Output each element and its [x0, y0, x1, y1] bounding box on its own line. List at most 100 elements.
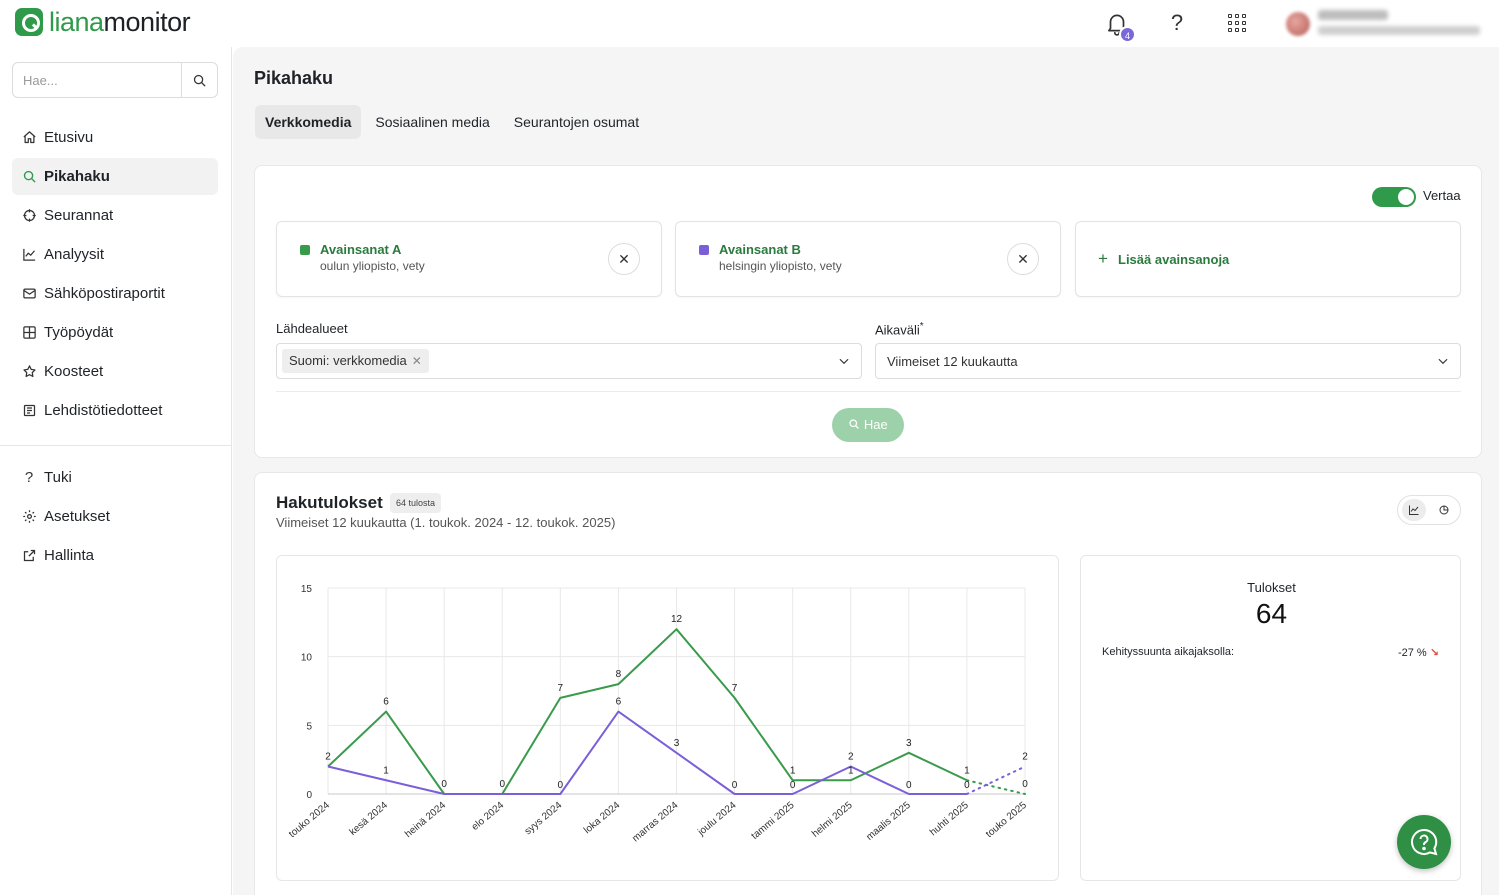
- remove-keyword-b-button[interactable]: ✕: [1007, 243, 1039, 275]
- search-panel: Vertaa Avainsanat A oulun yliopisto, vet…: [254, 165, 1482, 458]
- data-label-b: 6: [616, 697, 622, 708]
- gear-icon: [21, 509, 37, 525]
- search-icon: [21, 169, 37, 185]
- sidebar-item-pikahaku[interactable]: Pikahaku: [12, 158, 218, 195]
- notification-badge: 4: [1119, 26, 1136, 43]
- tab-seurantojen-osumat[interactable]: Seurantojen osumat: [513, 114, 640, 130]
- x-tick-label: elo 2024: [470, 800, 507, 833]
- help-icon[interactable]: ?: [1170, 10, 1184, 35]
- x-tick-label: heinä 2024: [403, 800, 448, 841]
- star-icon: [21, 364, 37, 380]
- compare-toggle[interactable]: [1372, 187, 1416, 207]
- source-chip[interactable]: Suomi: verkkomedia ✕: [282, 349, 429, 373]
- sidebar-item-tyopoydat[interactable]: Työpöydät: [12, 314, 218, 351]
- data-label-a: 1: [964, 765, 970, 776]
- line-chart-icon: [21, 247, 37, 263]
- main-content: Pikahaku Verkkomedia Sosiaalinen media S…: [233, 47, 1499, 895]
- sources-label: Lähdealueet: [276, 321, 348, 336]
- chip-remove-icon[interactable]: ✕: [411, 354, 422, 368]
- help-chat-button[interactable]: [1397, 815, 1451, 869]
- sidebar-item-tuki[interactable]: ? Tuki: [12, 459, 218, 496]
- sidebar-item-koosteet[interactable]: Koosteet: [12, 353, 218, 390]
- sidebar-item-label: Koosteet: [44, 363, 104, 380]
- data-label-a: 1: [848, 765, 854, 776]
- sidebar-nav: Etusivu Pikahaku Seurannat Analyysit Säh…: [12, 119, 218, 431]
- newspaper-icon: [21, 403, 37, 419]
- keyword-set-a[interactable]: Avainsanat A oulun yliopisto, vety ✕: [276, 221, 662, 297]
- x-tick-label: tammi 2025: [749, 800, 796, 842]
- timespan-select[interactable]: Viimeiset 12 kuukautta: [875, 343, 1461, 379]
- keyword-set-name: Avainsanat A: [320, 242, 402, 257]
- home-icon: [21, 130, 37, 146]
- sidebar-item-label: Tuki: [44, 469, 72, 486]
- add-keywords-button[interactable]: + Lisää avainsanoja: [1075, 221, 1461, 297]
- tab-sosiaalinen-media[interactable]: Sosiaalinen media: [375, 114, 490, 130]
- logo[interactable]: lianamonitor: [15, 7, 191, 37]
- top-bar: lianamonitor 4 ?: [0, 0, 1499, 47]
- external-link-icon: [21, 548, 37, 564]
- user-org-redacted[interactable]: [1318, 26, 1480, 35]
- data-label-b: 0: [732, 780, 738, 791]
- sidebar-item-sahkopostiraportit[interactable]: Sähköpostiraportit: [12, 275, 218, 312]
- timespan-label: Aikaväli*: [875, 321, 924, 338]
- search-icon: [849, 419, 860, 429]
- search-button-label: Hae: [863, 417, 888, 432]
- results-subtitle: Viimeiset 12 kuukautta (1. toukok. 2024 …: [276, 515, 616, 530]
- data-label-b: 0: [964, 780, 970, 791]
- chevron-down-icon: [1438, 358, 1448, 365]
- trend-down-icon: ↘: [1429, 647, 1439, 659]
- pie-chart-view-button[interactable]: [1432, 499, 1456, 521]
- sidebar-item-label: Lehdistötiedotteet: [44, 402, 163, 419]
- sources-select[interactable]: Suomi: verkkomedia ✕: [276, 343, 862, 379]
- keyword-terms: helsingin yliopisto, vety: [719, 259, 842, 273]
- data-label-a: 7: [732, 683, 738, 694]
- series-line-a: [327, 628, 968, 795]
- sidebar-item-seurannat[interactable]: Seurannat: [12, 197, 218, 234]
- x-tick-label: syys 2024: [523, 800, 565, 838]
- x-tick-label: touko 2025: [984, 800, 1029, 841]
- sidebar-item-hallinta[interactable]: Hallinta: [12, 537, 218, 574]
- avatar[interactable]: [1286, 12, 1310, 36]
- stats-value: 64: [1255, 598, 1288, 629]
- remove-keyword-a-button[interactable]: ✕: [608, 243, 640, 275]
- search-button[interactable]: [181, 63, 217, 97]
- data-label-b: 2: [848, 752, 854, 763]
- sidebar-item-label: Analyysit: [44, 246, 105, 263]
- compare-label: Vertaa: [1423, 188, 1461, 203]
- line-chart-view-button[interactable]: [1402, 499, 1426, 521]
- data-label-b: 0: [906, 780, 912, 791]
- divider: [276, 391, 1461, 392]
- sidebar-item-asetukset[interactable]: Asetukset: [12, 498, 218, 535]
- apps-grid-icon[interactable]: [1228, 14, 1246, 32]
- chevron-down-icon: [839, 358, 849, 365]
- y-tick-label: 15: [301, 584, 313, 595]
- stats-panel: Tulokset 64 Kehityssuunta aikajaksolla: …: [1080, 555, 1461, 881]
- data-label-a: 0: [1022, 779, 1028, 790]
- data-label-a: 2: [325, 752, 331, 763]
- y-tick-label: 0: [306, 790, 312, 801]
- data-label-a: 6: [383, 697, 389, 708]
- series-projection-a: [965, 779, 1026, 795]
- keyword-set-b[interactable]: Avainsanat B helsingin yliopisto, vety ✕: [675, 221, 1061, 297]
- sidebar-item-lehdistotiedotteet[interactable]: Lehdistötiedotteet: [12, 392, 218, 429]
- logo-text-part2: monitor: [103, 7, 191, 37]
- sidebar-item-label: Hallinta: [44, 547, 95, 564]
- search-input[interactable]: [13, 63, 181, 97]
- y-tick-label: 5: [306, 721, 312, 732]
- series-line-b: [327, 710, 967, 795]
- tab-bar: Verkkomedia Sosiaalinen media Seurantoje…: [255, 105, 649, 139]
- sidebar-item-analyysit[interactable]: Analyysit: [12, 236, 218, 273]
- help-chat-icon: [1411, 828, 1438, 856]
- data-label-a: 0: [441, 779, 447, 790]
- trend-label: Kehityssuunta aikajaksolla:: [1102, 646, 1235, 658]
- search-submit-button[interactable]: Hae: [832, 408, 904, 442]
- logo-icon: [15, 8, 43, 36]
- sidebar-item-etusivu[interactable]: Etusivu: [12, 119, 218, 156]
- data-label-b: 0: [790, 780, 796, 791]
- crosshair-icon: [21, 208, 37, 224]
- tab-verkkomedia[interactable]: Verkkomedia: [255, 105, 362, 139]
- y-tick-label: 10: [301, 653, 313, 664]
- color-swatch: [699, 245, 709, 255]
- user-name-redacted[interactable]: [1318, 10, 1388, 20]
- line-chart-icon: [1409, 505, 1419, 515]
